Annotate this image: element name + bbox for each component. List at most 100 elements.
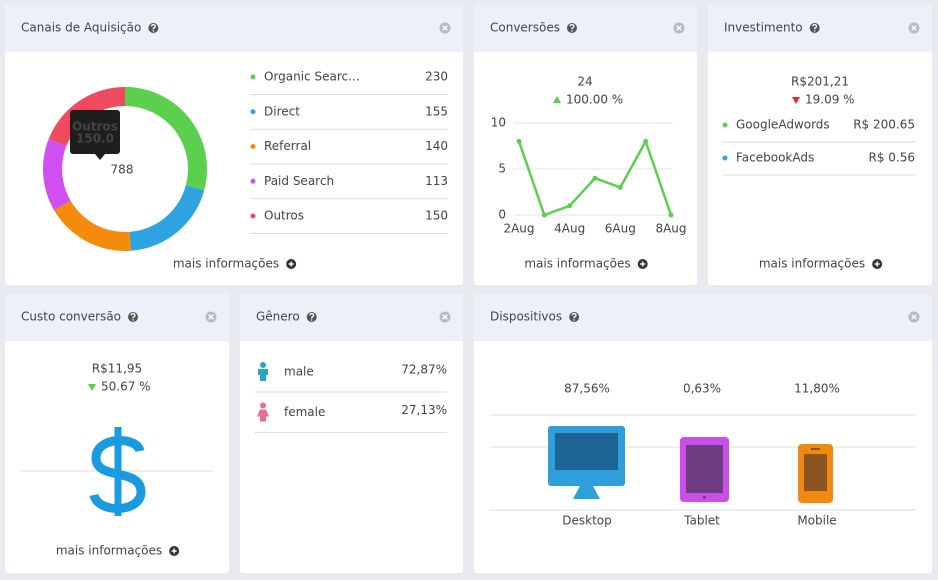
gender-label: female [284,405,325,419]
screen [686,445,723,493]
card-title: Investimento [724,21,803,35]
device-share: 0,63% [683,382,721,396]
help-dot [813,30,816,32]
device-label: Desktop [562,514,612,528]
help-mark [150,23,156,30]
tooltip-pointer [95,154,105,160]
help-dot [310,319,313,321]
legend-dot [250,213,256,219]
card-header [708,5,932,52]
line-point [567,203,573,209]
trend-down [792,97,800,104]
legend-value: 113 [425,174,448,188]
card-title: Dispositivos [490,310,562,324]
more-info-link[interactable]: mais informações [173,257,297,271]
stand [573,486,600,499]
screen [804,454,827,491]
line-point [643,138,649,144]
body [257,409,269,422]
help-dot [152,30,155,32]
close-mark [911,25,917,31]
card-title: Canais de Aquisição [21,21,141,35]
close-mark [911,314,917,320]
gender-label: male [284,365,314,379]
line-point [617,184,623,190]
body [258,369,268,381]
dollar-s [89,436,146,513]
line-point [516,138,522,144]
donut-total: 788 [111,163,134,177]
plus-mark [288,261,294,267]
more-info-link[interactable]: mais informações [759,257,883,271]
more-info: mais informações [56,544,162,558]
legend-label: Referral [264,139,311,153]
device-share: 87,56% [564,382,610,396]
more-info: mais informações [759,257,865,271]
kpi-value: 24 [577,75,592,89]
plus-mark [874,261,880,267]
donut-slice [125,87,207,191]
help-icon[interactable] [566,23,577,33]
kpi-value: R$11,95 [92,362,142,376]
close-button[interactable] [908,22,920,34]
legend-label: Direct [264,104,300,118]
legend-value: 140 [425,139,448,153]
more-info: mais informações [173,257,279,271]
more-info-link[interactable]: mais informações [524,257,648,271]
help-icon[interactable] [148,23,159,33]
card-header [5,5,463,52]
help-icon[interactable] [128,312,139,322]
device-icon [680,437,729,502]
card-title: Conversões [490,21,560,35]
speaker [811,448,820,450]
help-dot [132,319,134,321]
screen [555,433,618,470]
close-button[interactable] [439,311,451,323]
channel-name: GoogleAdwords [736,118,830,132]
more-info: mais informações [524,257,630,271]
head [260,362,266,368]
legend-value: 155 [425,104,448,118]
button [703,496,706,499]
device-share: 11,80% [794,382,840,396]
close-button[interactable] [205,311,217,323]
device-label: Mobile [797,514,836,528]
help-icon[interactable] [569,312,580,322]
y-tick-label: 10 [491,116,506,130]
kpi-change: 100.00 % [566,93,623,107]
device-icon [548,426,625,499]
tooltip-name: Outros [72,120,118,134]
legend-label: Organic Searc... [264,70,360,84]
help-icon[interactable] [306,312,317,322]
line-point [668,212,674,218]
plus-mark [640,261,646,267]
more-info-link[interactable]: mais informações [56,544,180,558]
legend-dot [722,122,728,128]
x-tick-label: 8Aug [655,222,686,236]
help-mark [571,312,577,319]
close-mark [442,25,448,31]
help-icon[interactable] [809,23,820,33]
legend-dot [722,155,728,161]
donut-slice [54,200,131,251]
channel-name: FacebookAds [736,151,814,165]
help-mark [130,312,136,319]
help-mark [569,23,575,30]
legend-dot [250,144,256,149]
kpi-value: R$201,21 [791,75,849,89]
trend-down [88,384,96,391]
tooltip-box [70,110,120,154]
x-tick-label: 4Aug [554,222,585,236]
help-dot [573,319,575,321]
close-button[interactable] [439,22,451,34]
plus-mark [171,548,177,554]
help-dot [571,30,573,32]
head [260,402,266,409]
tooltip-value: 150.0 [76,132,114,146]
kpi-change: 50.67 % [101,380,151,394]
card-header [474,5,697,52]
close-button[interactable] [673,22,685,34]
close-button[interactable] [908,311,920,323]
